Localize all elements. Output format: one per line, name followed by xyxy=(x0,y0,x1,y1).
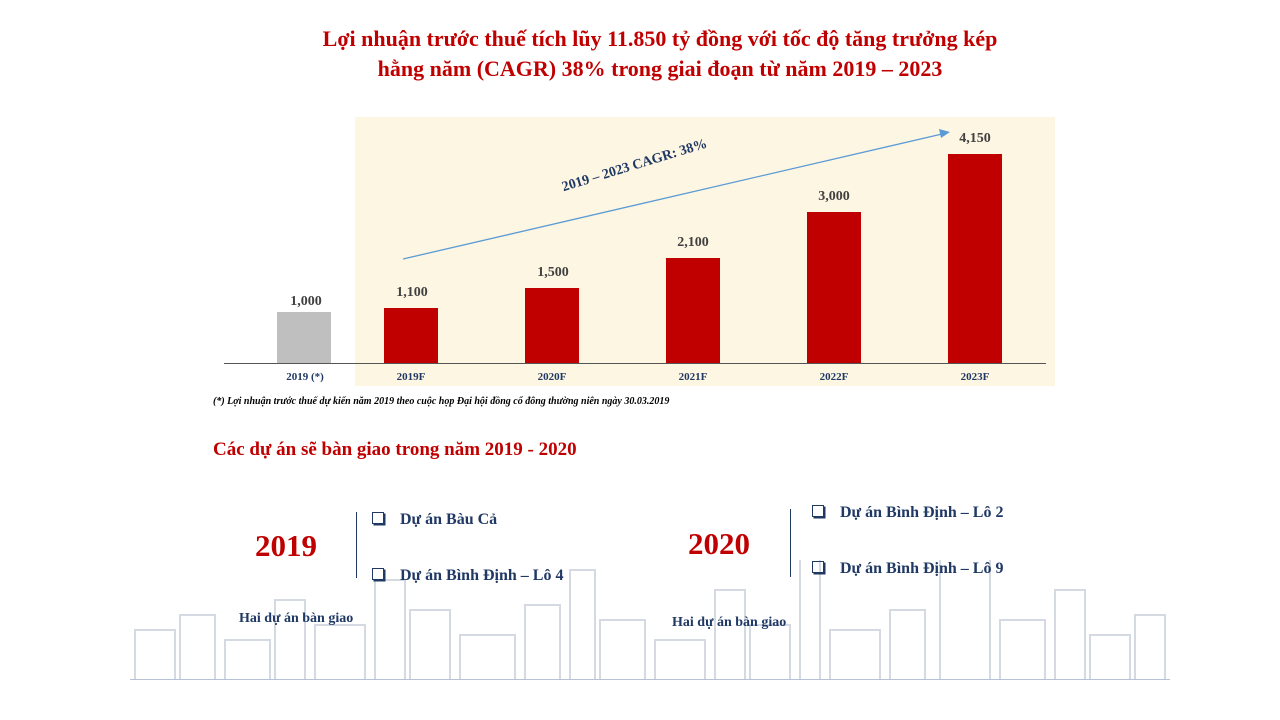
project-item: Dự án Bình Định – Lô 4 xyxy=(372,567,563,585)
bar-2019-actual xyxy=(277,312,331,363)
bar-value-label: 1,100 xyxy=(396,285,428,300)
checkbox-bullet-icon xyxy=(812,561,824,573)
group-divider xyxy=(356,512,357,578)
checkbox-bullet-icon xyxy=(372,512,384,524)
category-label: 2019F xyxy=(396,371,426,383)
bar-2019f xyxy=(384,308,438,363)
category-label: 2021F xyxy=(678,371,708,383)
category-label: 2020F xyxy=(537,371,567,383)
group-year: 2020 xyxy=(688,526,750,561)
group-year: 2019 xyxy=(255,528,317,563)
project-item: Dự án Bàu Cả xyxy=(372,511,497,529)
section-title: Các dự án sẽ bàn giao trong năm 2019 - 2… xyxy=(213,439,577,460)
project-item: Dự án Bình Định – Lô 2 xyxy=(812,504,1003,522)
bar-value-label: 3,000 xyxy=(818,189,850,204)
bar-value-label: 1,500 xyxy=(537,265,569,280)
bar-2021f xyxy=(666,258,720,363)
footer-divider xyxy=(130,679,1170,680)
title-line-1: Lợi nhuận trước thuế tích lũy 11.850 tỷ … xyxy=(322,26,998,51)
project-item: Dự án Bình Định – Lô 9 xyxy=(812,560,1003,578)
group-caption: Hai dự án bàn giao xyxy=(672,615,787,630)
category-label: 2022F xyxy=(819,371,849,383)
checkbox-bullet-icon xyxy=(372,568,384,580)
chart-footnote: (*) Lợi nhuận trước thuế dự kiến năm 201… xyxy=(213,396,670,407)
bar-value-label: 1,000 xyxy=(290,294,322,309)
title-line-2: hằng năm (CAGR) 38% trong giai đoạn từ n… xyxy=(377,56,943,81)
group-divider xyxy=(790,509,791,577)
bar-2023f xyxy=(948,154,1002,363)
bar-2022f xyxy=(807,212,861,363)
group-caption: Hai dự án bàn giao xyxy=(239,611,354,626)
x-axis-line xyxy=(224,363,1046,364)
city-skyline-background-icon xyxy=(134,560,1166,680)
bar-value-label: 4,150 xyxy=(959,131,991,146)
category-label: 2019 (*) xyxy=(286,371,324,383)
category-label: 2023F xyxy=(960,371,990,383)
bar-2020f xyxy=(525,288,579,363)
bar-value-label: 2,100 xyxy=(677,235,709,250)
page-title: Lợi nhuận trước thuế tích lũy 11.850 tỷ … xyxy=(250,24,1070,84)
checkbox-bullet-icon xyxy=(812,505,824,517)
